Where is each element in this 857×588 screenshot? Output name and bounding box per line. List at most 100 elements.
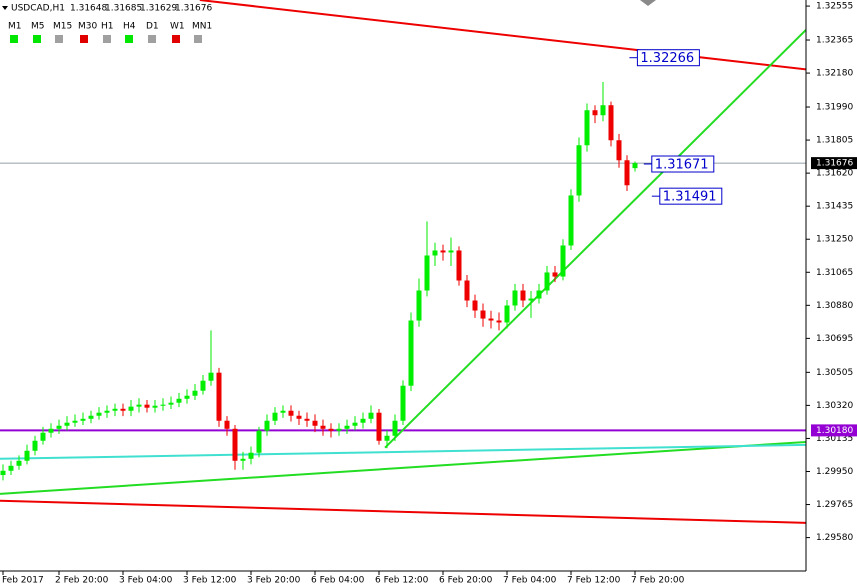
timeframe-status: [10, 35, 18, 43]
candle-body: [616, 140, 622, 161]
candle-body: [232, 428, 238, 461]
y-tick-label: 1.31620: [816, 169, 853, 179]
bid-label-bg: [811, 157, 857, 170]
candle-body: [112, 408, 118, 411]
hline-label-bg: [811, 424, 857, 437]
y-tick-label: 1.30505: [816, 368, 853, 378]
candle-body: [224, 420, 230, 429]
trend-line: [0, 499, 806, 524]
price-label: 1.31491: [663, 190, 717, 205]
candle-body: [352, 422, 358, 426]
y-tick-label: 1.31065: [816, 268, 853, 278]
candle-body: [80, 418, 86, 421]
candle-body: [392, 420, 398, 436]
candle-body: [400, 385, 406, 421]
timeframe-label: M5: [31, 22, 45, 32]
header-price: 1.31629: [140, 4, 177, 14]
timeframe-label: H1: [101, 22, 114, 32]
candle-body: [608, 105, 614, 141]
candle-body: [432, 250, 438, 256]
candle-body: [424, 255, 430, 291]
candle-body: [104, 410, 110, 413]
menu-arrow[interactable]: [2, 6, 8, 10]
timeframe-label: MN1: [192, 22, 212, 32]
candle-body: [472, 300, 478, 311]
candle-body: [288, 410, 294, 416]
candle-body: [568, 195, 574, 246]
y-tick-label: 1.30135: [816, 434, 853, 444]
candle-body: [272, 412, 278, 421]
timeframe-status: [80, 35, 88, 43]
candle-body: [200, 380, 206, 391]
x-tick-label: 2 Feb 20:00: [55, 576, 109, 586]
candle-body: [480, 310, 486, 319]
candle-body: [464, 280, 470, 301]
plot-area: [0, 0, 806, 524]
y-tick-label: 1.30320: [816, 401, 853, 411]
x-tick-label: 3 Feb 04:00: [119, 576, 173, 586]
candle-body: [152, 405, 158, 408]
candle-body: [176, 398, 182, 403]
timeframe-status: [148, 35, 156, 43]
candle-body: [416, 290, 422, 321]
timeframe-label: D1: [146, 22, 159, 32]
candle-body: [336, 428, 342, 431]
candle-body: [320, 425, 326, 429]
x-tick-label: 7 Feb 12:00: [567, 576, 621, 586]
candle-body: [128, 406, 134, 411]
bid-label: 1.31676: [816, 159, 853, 169]
candle-body: [56, 425, 62, 429]
candle-body: [120, 408, 126, 411]
candle-body: [456, 250, 462, 281]
x-tick-label: 6 Feb 04:00: [311, 576, 365, 586]
timeframe-label: W1: [170, 22, 185, 32]
candle-body: [544, 272, 550, 291]
timeframe-status: [33, 35, 41, 43]
price-label-box: [651, 155, 715, 173]
candle-body: [312, 420, 318, 426]
candle-body: [48, 428, 54, 433]
candle-body: [32, 440, 38, 451]
candle-body: [216, 372, 222, 421]
candle-body: [160, 404, 166, 406]
candle-body: [496, 320, 502, 323]
price-label: 1.31671: [655, 158, 709, 173]
one-click-toggle[interactable]: [640, 0, 656, 6]
candle-body: [72, 420, 78, 423]
candle-body: [488, 318, 494, 321]
candle-body: [520, 290, 526, 301]
candle-body: [344, 425, 350, 429]
candle-body: [184, 395, 190, 399]
timeframe-status: [125, 35, 133, 43]
timeframe-label: M30: [78, 22, 97, 32]
symbol: USDCAD,H1: [11, 4, 65, 14]
candle-body: [536, 290, 542, 299]
header-price: 1.31685: [105, 4, 142, 14]
y-tick-label: 1.31435: [816, 202, 853, 212]
candle-body: [504, 305, 510, 323]
y-tick-label: 1.29950: [816, 467, 853, 477]
candle-body: [24, 450, 30, 461]
y-tick-label: 1.32180: [816, 69, 853, 79]
candle-body: [624, 160, 630, 186]
candle-body: [296, 415, 302, 419]
y-tick-label: 1.30880: [816, 301, 853, 311]
candle-body: [64, 422, 70, 426]
candle-body: [368, 412, 374, 419]
candle-body: [248, 452, 254, 459]
y-tick-label: 1.29580: [816, 533, 853, 543]
candle-body: [256, 430, 262, 453]
y-tick-label: 1.29765: [816, 500, 853, 510]
candle-body: [240, 458, 246, 461]
x-tick-label: 3 Feb 12:00: [183, 576, 237, 586]
candle-body: [96, 412, 102, 416]
candle-body: [528, 298, 534, 301]
timeframe-status: [55, 35, 63, 43]
candle-body: [192, 390, 198, 396]
candle-body: [600, 105, 606, 116]
candle-body: [376, 412, 382, 441]
candle-body: [88, 415, 94, 419]
